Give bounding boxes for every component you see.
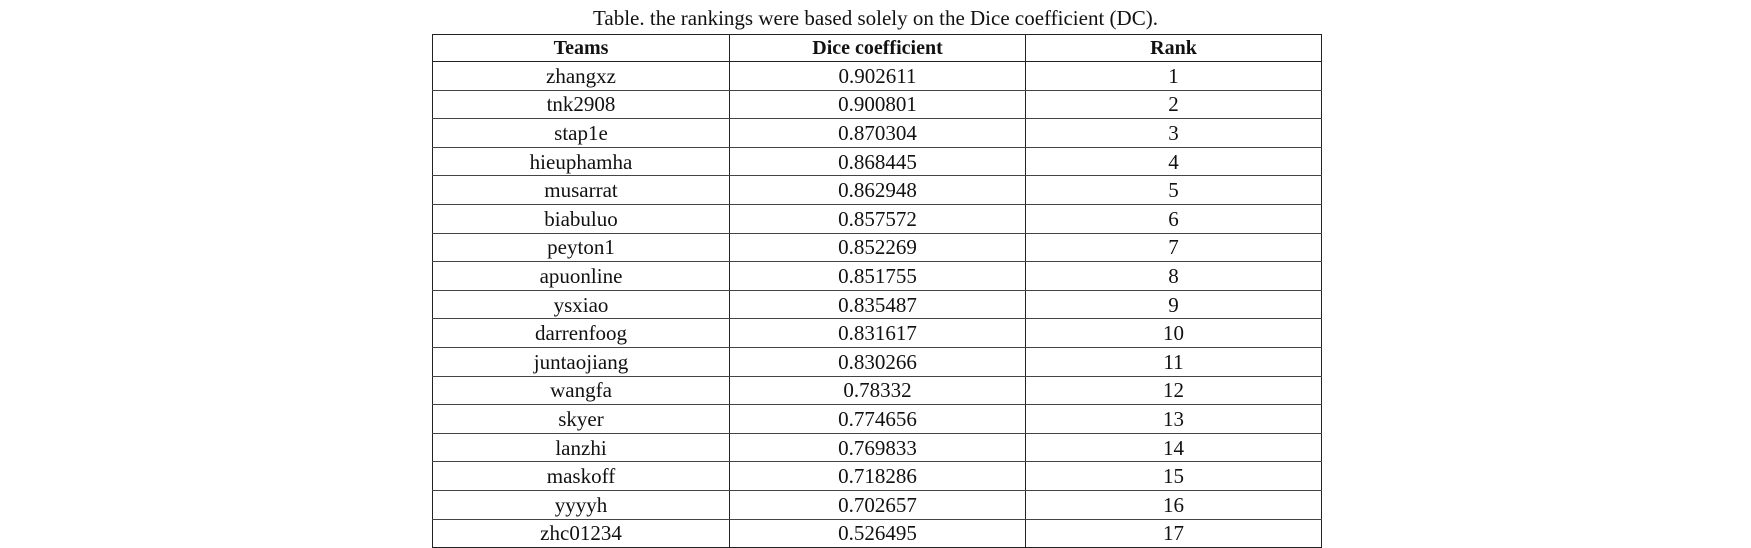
dice-cell: 0.78332 — [729, 375, 1026, 406]
rank-cell: 11 — [1025, 346, 1322, 377]
table-row: zhangxz 0.902611 1 — [432, 61, 1322, 91]
dice-cell: 0.835487 — [729, 289, 1026, 320]
dice-cell: 0.851755 — [729, 261, 1026, 291]
dice-cell: 0.831617 — [729, 318, 1026, 348]
dice-cell: 0.769833 — [729, 432, 1026, 463]
rank-cell: 9 — [1025, 289, 1322, 320]
rank-cell: 14 — [1025, 432, 1322, 463]
dice-cell: 0.526495 — [729, 518, 1026, 548]
team-cell: tnk2908 — [432, 89, 730, 120]
dice-cell: 0.902611 — [729, 61, 1026, 91]
table-row: musarrat 0.862948 5 — [432, 175, 1322, 205]
dice-cell: 0.702657 — [729, 489, 1026, 520]
team-cell: ysxiao — [432, 289, 730, 320]
rank-cell: 6 — [1025, 203, 1322, 234]
header-row: Teams Dice coefficient Rank — [432, 34, 1322, 62]
dice-cell: 0.718286 — [729, 461, 1026, 491]
rank-cell: 17 — [1025, 518, 1322, 548]
column-header-teams: Teams — [432, 34, 730, 62]
rank-cell: 8 — [1025, 261, 1322, 291]
team-cell: musarrat — [432, 175, 730, 205]
table-row: stap1e 0.870304 3 — [432, 118, 1322, 148]
rank-cell: 1 — [1025, 61, 1322, 91]
table-row: wangfa 0.78332 12 — [432, 375, 1322, 406]
rank-cell: 12 — [1025, 375, 1322, 406]
team-cell: lanzhi — [432, 432, 730, 463]
team-cell: zhangxz — [432, 61, 730, 91]
table-row: skyer 0.774656 13 — [432, 404, 1322, 434]
team-cell: hieuphamha — [432, 146, 730, 177]
dice-cell: 0.774656 — [729, 404, 1026, 434]
table-row: yyyyh 0.702657 16 — [432, 489, 1322, 520]
team-cell: apuonline — [432, 261, 730, 291]
table-row: biabuluo 0.857572 6 — [432, 203, 1322, 234]
team-cell: wangfa — [432, 375, 730, 406]
team-cell: maskoff — [432, 461, 730, 491]
dice-cell: 0.862948 — [729, 175, 1026, 205]
team-cell: skyer — [432, 404, 730, 434]
dice-cell: 0.868445 — [729, 146, 1026, 177]
team-cell: biabuluo — [432, 203, 730, 234]
column-header-dice-coefficient: Dice coefficient — [729, 34, 1026, 62]
table-row: peyton1 0.852269 7 — [432, 232, 1322, 263]
table-row: tnk2908 0.900801 2 — [432, 89, 1322, 120]
table-row: maskoff 0.718286 15 — [432, 461, 1322, 491]
rank-cell: 15 — [1025, 461, 1322, 491]
dice-cell: 0.852269 — [729, 232, 1026, 263]
rank-cell: 4 — [1025, 146, 1322, 177]
team-cell: stap1e — [432, 118, 730, 148]
table-row: apuonline 0.851755 8 — [432, 261, 1322, 291]
table-header: Teams Dice coefficient Rank — [432, 34, 1322, 62]
dice-cell: 0.900801 — [729, 89, 1026, 120]
table-row: ysxiao 0.835487 9 — [432, 289, 1322, 320]
dice-cell: 0.857572 — [729, 203, 1026, 234]
team-cell: darrenfoog — [432, 318, 730, 348]
rank-cell: 13 — [1025, 404, 1322, 434]
rankings-table: Teams Dice coefficient Rank zhangxz 0.90… — [432, 34, 1322, 548]
rank-cell: 5 — [1025, 175, 1322, 205]
dice-cell: 0.830266 — [729, 346, 1026, 377]
rank-cell: 10 — [1025, 318, 1322, 348]
team-cell: zhc01234 — [432, 518, 730, 548]
team-cell: peyton1 — [432, 232, 730, 263]
rank-cell: 7 — [1025, 232, 1322, 263]
rank-cell: 2 — [1025, 89, 1322, 120]
table-caption: Table. the rankings were based solely on… — [593, 6, 1158, 30]
table-row: juntaojiang 0.830266 11 — [432, 346, 1322, 377]
table-row: zhc01234 0.526495 17 — [432, 518, 1322, 548]
team-cell: juntaojiang — [432, 346, 730, 377]
table-row: darrenfoog 0.831617 10 — [432, 318, 1322, 348]
column-header-rank: Rank — [1025, 34, 1322, 62]
rank-cell: 16 — [1025, 489, 1322, 520]
table-row: lanzhi 0.769833 14 — [432, 432, 1322, 463]
rank-cell: 3 — [1025, 118, 1322, 148]
dice-cell: 0.870304 — [729, 118, 1026, 148]
table-body: zhangxz 0.902611 1 tnk2908 0.900801 2 st… — [432, 61, 1322, 548]
team-cell: yyyyh — [432, 489, 730, 520]
table-row: hieuphamha 0.868445 4 — [432, 146, 1322, 177]
